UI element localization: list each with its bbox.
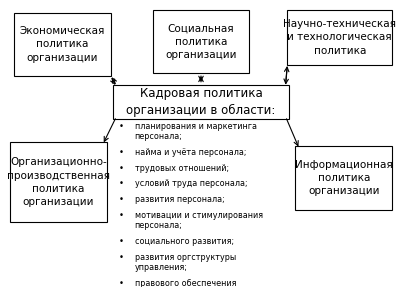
Text: персонала;: персонала; (134, 221, 182, 230)
Bar (295, 146, 391, 210)
Text: найма и учёта персонала;: найма и учёта персонала; (134, 148, 245, 157)
Text: мотивации и стимулирования: мотивации и стимулирования (134, 211, 262, 220)
Text: Научно-техническая
и технологическая
политика: Научно-техническая и технологическая пол… (282, 19, 395, 55)
Bar (112, 85, 289, 119)
Text: Кадровая политика
организации в области:: Кадровая политика организации в области: (126, 87, 275, 117)
Text: Информационная
политика
организации: Информационная политика организации (294, 160, 392, 196)
Text: •: • (118, 122, 124, 131)
Text: развития оргструктуры: развития оргструктуры (134, 253, 235, 261)
Text: планирования и маркетинга: планирования и маркетинга (134, 122, 256, 131)
Text: развития персонала;: развития персонала; (134, 195, 224, 204)
Text: •: • (118, 237, 124, 246)
Text: Социальная
политика
организации: Социальная политика организации (165, 24, 236, 60)
Text: Экономическая
политика
организации: Экономическая политика организации (20, 26, 105, 63)
Text: •: • (118, 279, 124, 287)
Text: правового обеспечения: правового обеспечения (134, 279, 235, 287)
Text: управления;: управления; (134, 263, 187, 272)
Text: социального развития;: социального развития; (134, 237, 233, 246)
Text: трудовых отношений;: трудовых отношений; (134, 164, 228, 173)
Text: •: • (118, 253, 124, 261)
Text: •: • (118, 164, 124, 173)
Text: персонала;: персонала; (134, 132, 182, 141)
Text: •: • (118, 179, 124, 189)
Bar (10, 142, 106, 222)
Text: условий труда персонала;: условий труда персонала; (134, 179, 247, 189)
Bar (152, 10, 249, 73)
Text: •: • (118, 195, 124, 204)
Bar (287, 10, 391, 65)
Text: •: • (118, 148, 124, 157)
Text: •: • (118, 211, 124, 220)
Text: Организационно-
производственная
политика
организации: Организационно- производственная политик… (7, 158, 109, 207)
Bar (14, 13, 110, 76)
